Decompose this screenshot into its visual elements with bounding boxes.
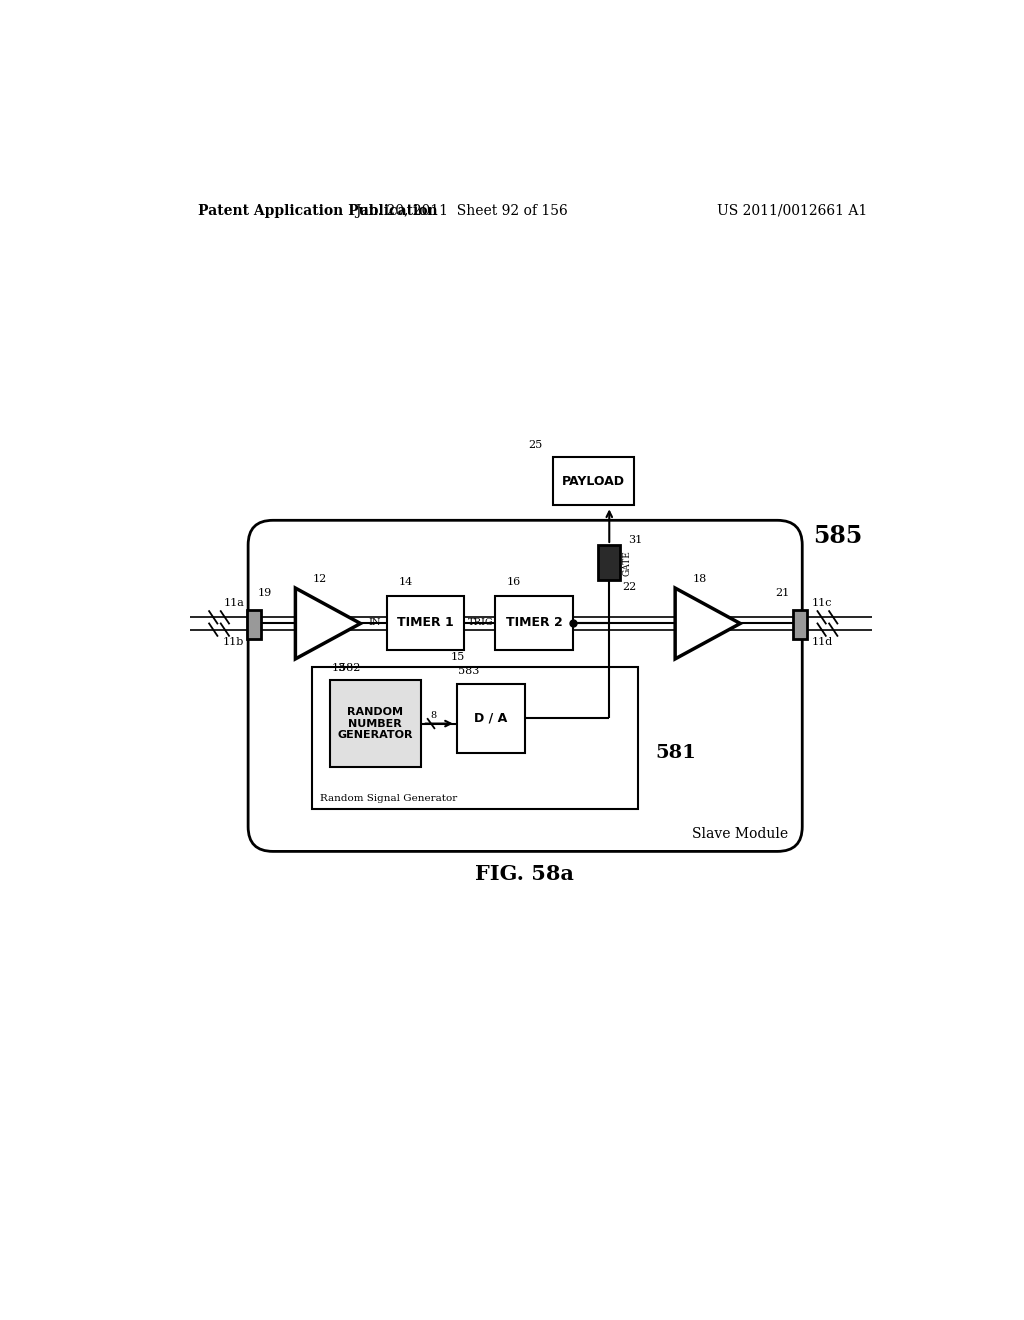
Text: 582: 582 [339,663,360,673]
Bar [387,595,464,649]
Text: Slave Module: Slave Module [692,826,788,841]
Text: 15: 15 [451,652,465,663]
Text: 11b: 11b [223,638,245,647]
Polygon shape [295,589,360,659]
Bar [793,610,807,639]
Text: US 2011/0012661 A1: US 2011/0012661 A1 [717,203,867,218]
Text: D / A: D / A [474,711,507,725]
Text: 8: 8 [430,711,436,721]
Text: 21: 21 [775,587,790,598]
Text: 13: 13 [332,663,346,673]
Text: RANDOM
NUMBER
GENERATOR: RANDOM NUMBER GENERATOR [338,708,413,741]
Text: 18: 18 [693,574,708,583]
Text: 585: 585 [813,524,862,548]
Text: 16: 16 [507,577,521,587]
Text: 14: 14 [398,577,413,587]
Bar [330,681,421,767]
Text: PAYLOAD: PAYLOAD [562,474,625,487]
Bar [248,610,261,639]
Bar [553,457,634,506]
FancyBboxPatch shape [248,520,802,851]
Text: 19: 19 [257,587,271,598]
Text: 11c: 11c [812,598,833,609]
Text: 11d: 11d [812,638,833,647]
Bar [312,667,638,809]
Text: TIMER 2: TIMER 2 [506,616,562,630]
Text: TRIG: TRIG [468,618,494,627]
Text: IN: IN [369,618,381,627]
Text: TIMER 1: TIMER 1 [397,616,454,630]
Text: 583: 583 [459,667,479,676]
Text: Random Signal Generator: Random Signal Generator [321,793,458,803]
Text: Patent Application Publication: Patent Application Publication [198,203,437,218]
Bar [598,545,621,581]
Bar [457,684,525,752]
Text: 25: 25 [528,440,543,450]
Text: 12: 12 [313,574,328,583]
Bar [496,595,572,649]
Text: GATE: GATE [623,549,632,576]
Text: 11a: 11a [223,598,245,609]
Polygon shape [675,589,740,659]
Text: 22: 22 [623,582,637,591]
Text: 581: 581 [655,744,696,762]
Text: FIG. 58a: FIG. 58a [475,865,574,884]
Text: 31: 31 [629,536,643,545]
Text: Jan. 20, 2011  Sheet 92 of 156: Jan. 20, 2011 Sheet 92 of 156 [355,203,567,218]
